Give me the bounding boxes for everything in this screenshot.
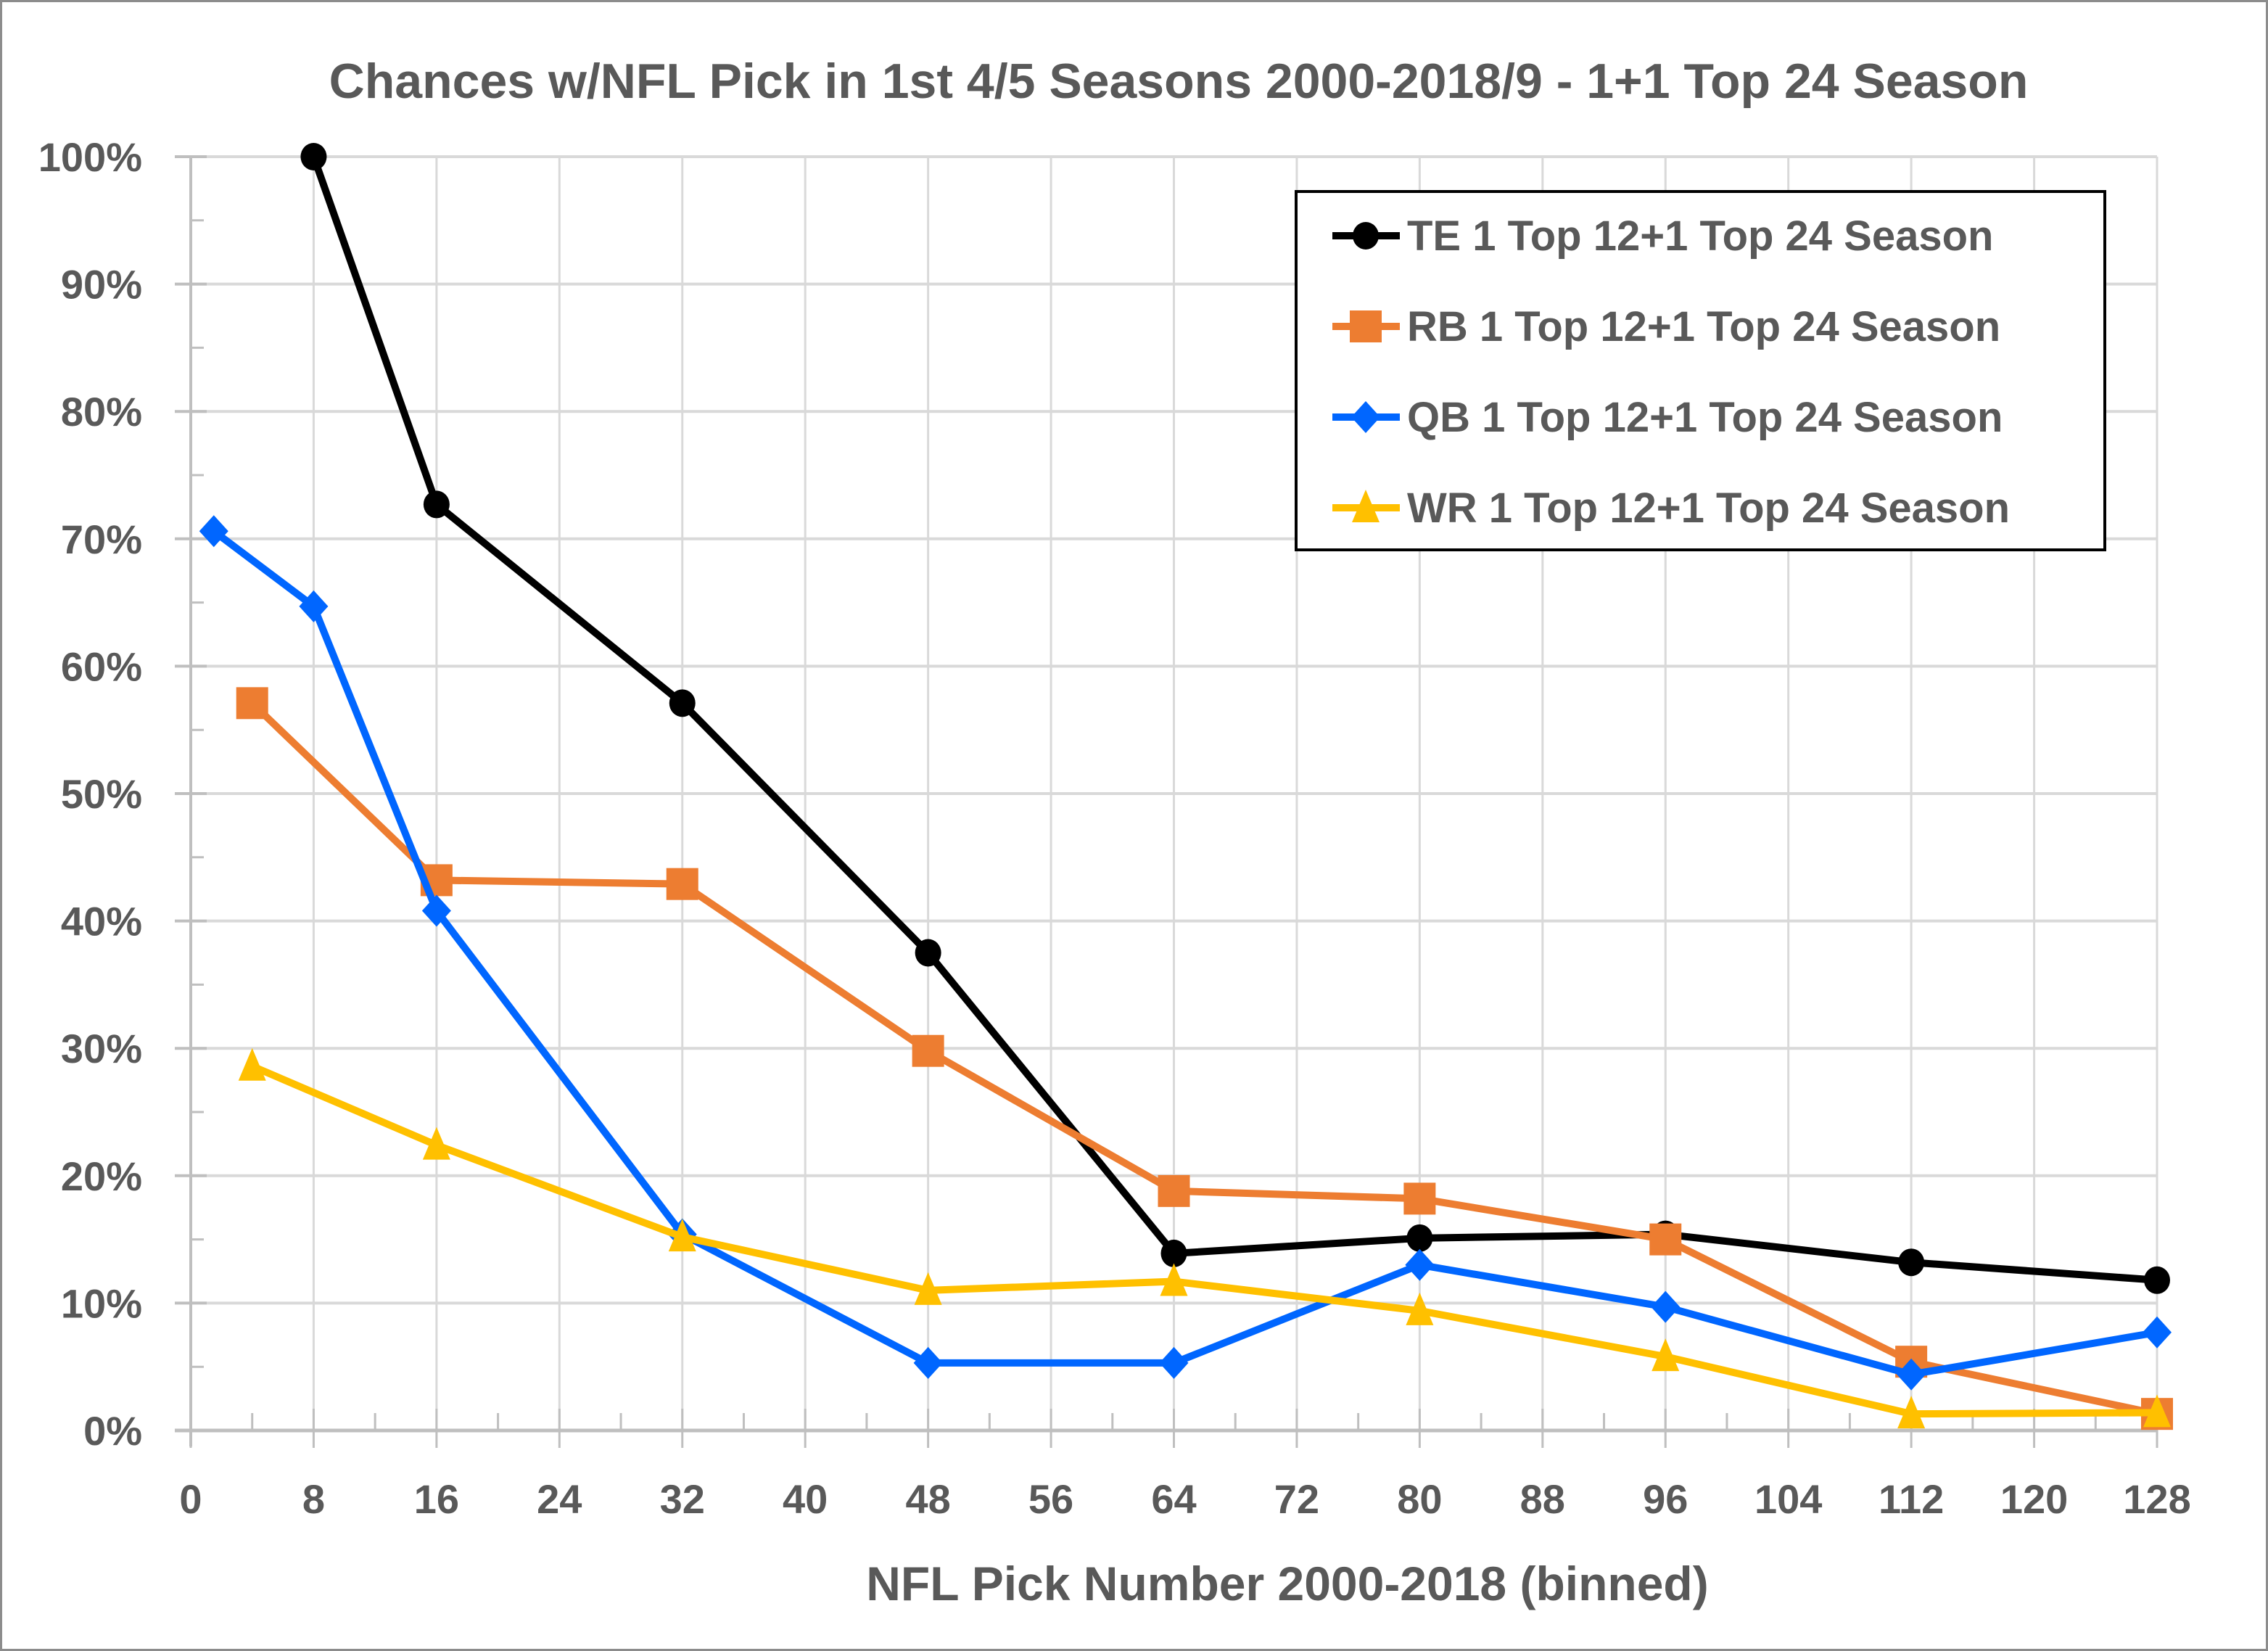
y-tick-label: 90% <box>61 262 142 308</box>
data-point <box>2143 1316 2172 1349</box>
data-point <box>423 490 450 519</box>
y-tick-label: 100% <box>38 134 142 180</box>
data-point <box>1897 1396 1926 1429</box>
y-tick-label: 20% <box>61 1153 142 1199</box>
x-tick-label: 88 <box>1520 1476 1565 1522</box>
data-point <box>299 590 329 622</box>
data-point <box>669 689 696 717</box>
data-point <box>2144 1266 2170 1294</box>
legend-item-te: TE 1 Top 12+1 Top 24 Season <box>1332 213 1994 260</box>
data-point <box>912 1034 944 1067</box>
series-wr <box>238 1047 2171 1429</box>
x-tick-label: 24 <box>537 1476 582 1522</box>
legend-marker-circle-icon <box>1353 222 1379 250</box>
x-tick-label: 128 <box>2123 1476 2190 1522</box>
x-tick-label: 112 <box>1879 1476 1944 1522</box>
data-point <box>913 1346 943 1379</box>
data-point <box>199 515 228 548</box>
x-tick-label: 16 <box>414 1476 459 1522</box>
x-tick-label: 96 <box>1643 1476 1688 1522</box>
data-point <box>668 1219 696 1252</box>
data-point <box>1158 1174 1190 1207</box>
legend-marker-diamond-icon <box>1351 401 1380 433</box>
x-tick-label: 48 <box>905 1476 950 1522</box>
legend-item-qb: QB 1 Top 12+1 Top 24 Season <box>1332 394 2003 441</box>
y-tick-label: 0% <box>83 1408 142 1454</box>
x-tick-label: 104 <box>1754 1476 1822 1522</box>
data-point <box>1160 1263 1188 1296</box>
data-point <box>2143 1394 2171 1428</box>
y-tick-labels: 0% 10% 20% 30% 40% 50% 60% 70% 80% 90% 100% <box>38 134 142 1454</box>
x-tick-label: 64 <box>1151 1476 1196 1522</box>
x-tick-labels: 0 8 16 24 32 40 48 56 64 72 80 88 96 104 112 120 128 <box>179 1476 2190 1522</box>
data-point <box>1405 1248 1435 1281</box>
data-point <box>238 1047 266 1081</box>
series-line <box>211 528 2158 1378</box>
legend-box <box>1295 190 2106 551</box>
y-tick-label: 80% <box>61 389 142 435</box>
legend: TE 1 Top 12+1 Top 24 Season RB 1 Top 12+1… <box>1295 190 2106 551</box>
x-tick-label: 8 <box>302 1476 325 1522</box>
chart-title: Chances w/NFL Pick in 1st 4/5 Seasons 20… <box>329 54 2029 109</box>
data-point <box>1160 1239 1187 1267</box>
data-point <box>236 687 268 720</box>
series-line <box>250 700 2158 1418</box>
legend-label: RB 1 Top 12+1 Top 24 Season <box>1407 303 2000 350</box>
y-tick-label: 10% <box>61 1280 142 1326</box>
data-point <box>1897 1358 1926 1391</box>
data-point <box>1159 1346 1189 1379</box>
x-axis-label: NFL Pick Number 2000-2018 (binned) <box>866 1557 1708 1610</box>
series-group <box>199 143 2173 1430</box>
data-point <box>1898 1248 1925 1277</box>
x-tick-label: 32 <box>660 1476 705 1522</box>
legend-item-wr: WR 1 Top 12+1 Top 24 Season <box>1332 485 2010 532</box>
data-point <box>914 1272 942 1305</box>
x-tick-label: 56 <box>1028 1476 1073 1522</box>
data-point <box>421 894 451 927</box>
x-tick-label: 0 <box>179 1476 202 1522</box>
data-point <box>1406 1292 1434 1325</box>
legend-marker-triangle-icon <box>1352 490 1380 522</box>
legend-label: TE 1 Top 12+1 Top 24 Season <box>1407 213 1994 260</box>
legend-marker-square-icon <box>1350 310 1382 342</box>
series-rb <box>236 687 2173 1430</box>
x-tick-label: 72 <box>1274 1476 1319 1522</box>
x-tick-label: 40 <box>783 1476 828 1522</box>
x-tick-label: 120 <box>2000 1476 2068 1522</box>
y-tick-label: 50% <box>61 771 142 817</box>
data-point <box>666 868 698 900</box>
legend-label: QB 1 Top 12+1 Top 24 Season <box>1407 394 2003 441</box>
data-point <box>915 939 941 967</box>
axes <box>175 155 2158 1448</box>
data-point <box>1406 1224 1433 1252</box>
data-point <box>1651 1338 1680 1372</box>
y-tick-label: 40% <box>61 899 142 944</box>
legend-item-rb: RB 1 Top 12+1 Top 24 Season <box>1332 303 2000 350</box>
data-point <box>1403 1182 1436 1215</box>
data-point <box>300 143 327 170</box>
y-tick-label: 30% <box>61 1026 142 1071</box>
y-tick-label: 70% <box>61 516 142 562</box>
data-point <box>422 1127 450 1160</box>
x-tick-label: 80 <box>1397 1476 1442 1522</box>
legend-label: WR 1 Top 12+1 Top 24 Season <box>1407 485 2010 532</box>
y-tick-label: 60% <box>61 643 142 689</box>
data-point <box>1649 1223 1682 1256</box>
data-point <box>1651 1290 1681 1323</box>
